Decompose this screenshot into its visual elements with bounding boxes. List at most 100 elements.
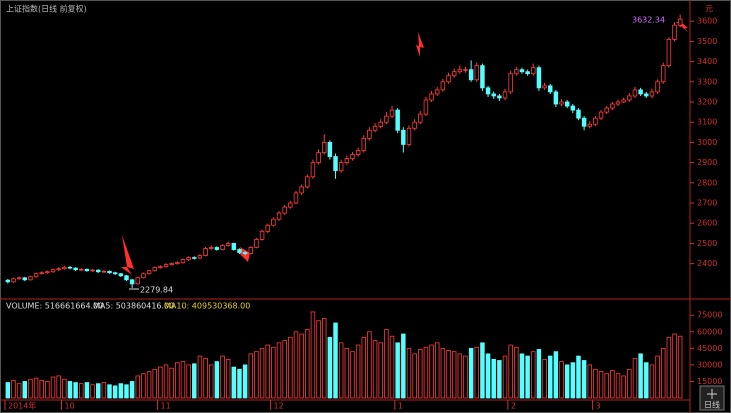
volume-bar <box>39 379 44 399</box>
candle-body <box>276 212 282 220</box>
volume-bar <box>423 346 429 399</box>
candle-body <box>141 273 146 279</box>
x-tick-label: 11 <box>161 402 171 411</box>
unit-label: 元 <box>705 5 713 14</box>
volume-bar <box>282 340 287 399</box>
candle-body <box>576 109 581 119</box>
volume-bar <box>101 382 107 399</box>
volume-bar <box>84 382 90 399</box>
volume-bar <box>203 357 208 399</box>
candle-body <box>271 218 276 226</box>
volume-bar <box>231 366 237 399</box>
candle-body <box>508 73 513 93</box>
x-tick-label: 2014年 <box>8 401 36 411</box>
volume-bar <box>208 364 214 399</box>
volume-bar <box>118 383 124 399</box>
candle-body <box>367 129 372 139</box>
volume-bar <box>242 364 248 399</box>
volume-bar <box>45 381 50 399</box>
volume-bar <box>265 344 270 399</box>
candle-body <box>463 69 468 71</box>
button-icon <box>707 389 717 399</box>
candle-body <box>321 142 327 153</box>
volume-bar <box>237 368 242 399</box>
candle-body <box>62 266 67 270</box>
candle-body <box>570 105 576 111</box>
volume-bar <box>632 357 638 399</box>
x-tick-label: 12 <box>274 402 284 411</box>
candle-body <box>118 273 124 277</box>
volume-bar <box>598 371 604 399</box>
candle-body <box>638 89 643 95</box>
volume-bar <box>412 353 417 399</box>
candle-body <box>192 257 197 259</box>
volume-bar <box>73 382 78 399</box>
period-button[interactable]: 日线 <box>699 385 725 411</box>
candle-body <box>525 71 530 75</box>
volume-bar <box>677 335 683 399</box>
volume-bar <box>33 377 39 399</box>
volume-bar <box>429 344 434 399</box>
y-tick-label: 2800 <box>697 178 717 187</box>
volume-bar <box>50 376 56 399</box>
chart-title: 上证指数(日线 前复权) <box>6 4 87 14</box>
candle-body <box>214 247 220 250</box>
candle-body <box>497 95 502 99</box>
volume-bar <box>169 367 174 399</box>
volume-tick-label: 60000 <box>697 327 722 336</box>
volume-bar <box>293 331 299 399</box>
candle-body <box>412 121 417 129</box>
volume-bar <box>502 355 508 399</box>
volume-bar <box>135 375 141 399</box>
candle-body <box>39 272 44 275</box>
volume-bar <box>333 322 338 399</box>
volume-bar <box>5 382 11 399</box>
candle-body <box>519 69 525 73</box>
candle-body <box>282 206 287 214</box>
y-tick-label: 2400 <box>697 259 717 268</box>
candle-body <box>175 262 180 265</box>
y-tick-label: 3400 <box>697 57 717 66</box>
volume-bar <box>570 362 576 399</box>
x-tick-label: 2 <box>511 402 516 411</box>
volume-bar <box>124 384 129 399</box>
volume-bar <box>152 368 157 399</box>
volume-bar <box>406 347 412 399</box>
candle-body <box>84 268 90 272</box>
candle-body <box>305 176 310 188</box>
volume-bar <box>660 347 666 399</box>
volume-bar <box>655 355 660 399</box>
candle-body <box>180 259 186 264</box>
candle-body <box>389 109 395 117</box>
candle-body <box>480 65 485 89</box>
volume-tick-label: 75000 <box>697 311 722 320</box>
candle-body <box>451 71 457 77</box>
volume-bar <box>514 346 519 399</box>
candle-body <box>95 269 101 273</box>
candle-body <box>502 91 508 99</box>
volume-tick-label: 45000 <box>697 344 722 353</box>
candle-body <box>604 107 609 113</box>
volume-bar <box>463 355 468 399</box>
y-tick-label: 2700 <box>697 199 717 208</box>
volume-bar <box>79 383 84 399</box>
button-label[interactable]: 日线 <box>704 400 720 410</box>
volume-bar <box>649 364 655 399</box>
candle-body <box>536 67 542 89</box>
volume-bar <box>615 373 621 399</box>
candle-body <box>553 91 559 105</box>
volume-bar <box>163 364 169 399</box>
volume-bar <box>186 364 191 399</box>
candle-body <box>338 162 344 172</box>
candle-body <box>677 18 683 26</box>
volume-bar <box>16 383 22 399</box>
candle-body <box>615 101 621 105</box>
candle-body <box>79 268 84 271</box>
volume-bar <box>474 346 480 399</box>
volume-bar <box>497 360 502 399</box>
volume-bar <box>214 361 220 399</box>
volume-bar <box>627 368 632 399</box>
volume-bar <box>519 353 525 399</box>
candle-body <box>660 65 666 83</box>
